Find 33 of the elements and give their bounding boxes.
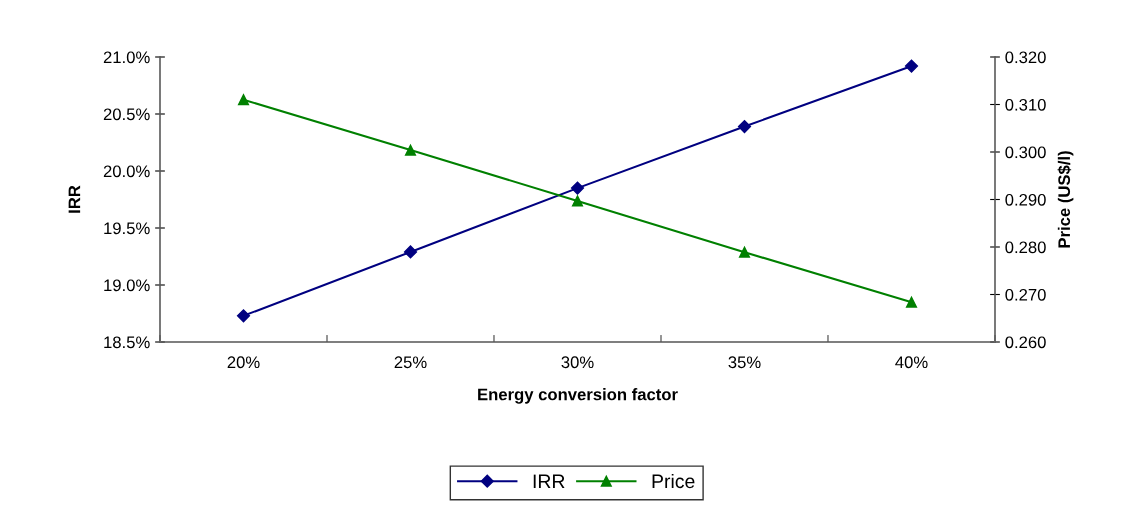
- point: [737, 119, 752, 134]
- x-tick-label: 40%: [895, 356, 928, 369]
- y-tick-label: 18.5%: [104, 336, 150, 349]
- point: [905, 296, 918, 308]
- legend-label: IRR: [533, 474, 565, 488]
- y-tick-label: 19.5%: [104, 222, 150, 235]
- y2-tick-label: 0.320: [1005, 51, 1046, 64]
- y2-tick-label: 0.310: [1005, 98, 1046, 111]
- x-tick-label: 25%: [394, 356, 427, 369]
- y2-tick-label: 0.280: [1005, 241, 1046, 254]
- y2-axis-title: Price (US$/l): [1057, 151, 1074, 248]
- x-tick-label: 30%: [561, 356, 594, 369]
- x-tick-label: 35%: [728, 356, 761, 369]
- point: [404, 144, 417, 156]
- point: [237, 94, 250, 106]
- y-tick-label: 20.0%: [103, 165, 150, 178]
- point: [904, 59, 919, 73]
- point: [570, 181, 585, 195]
- point: [738, 246, 751, 258]
- y-tick-label: 21.0%: [103, 51, 150, 64]
- point: [403, 245, 418, 259]
- point: [236, 309, 251, 323]
- y-tick-label: 20.5%: [103, 108, 150, 121]
- y2-tick-label: 0.260: [1005, 336, 1046, 349]
- y2-tick-label: 0.300: [1005, 146, 1046, 159]
- x-axis-title: Energy conversion factor: [478, 388, 678, 404]
- point: [571, 195, 584, 207]
- x-tick-label: 20%: [227, 356, 260, 369]
- y-tick-label: 19.0%: [104, 279, 150, 292]
- y-axis-title: IRR: [68, 185, 81, 213]
- y2-tick-label: 0.290: [1005, 193, 1046, 206]
- y2-tick-label: 0.270: [1005, 288, 1046, 301]
- legend-label: Price: [652, 473, 695, 489]
